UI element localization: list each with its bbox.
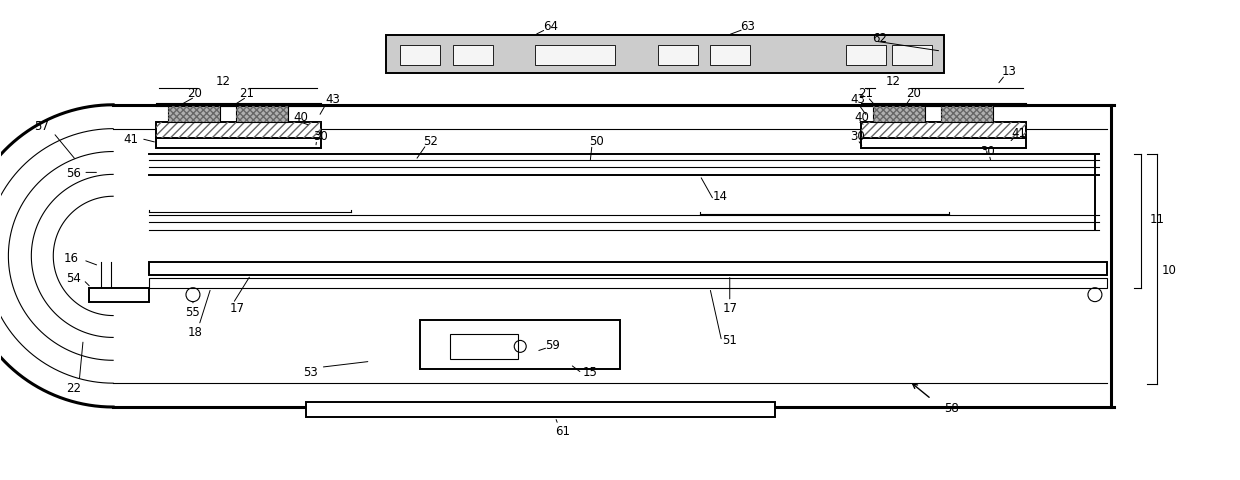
Bar: [941, 107, 993, 122]
Bar: [658, 46, 698, 66]
Text: 16: 16: [63, 252, 78, 265]
Bar: [941, 107, 993, 122]
Text: 22: 22: [66, 381, 81, 394]
Text: 20: 20: [187, 87, 202, 100]
Text: 17: 17: [722, 301, 738, 314]
Text: 30: 30: [980, 144, 994, 158]
Text: 18: 18: [187, 325, 202, 338]
Bar: [862, 138, 1025, 148]
Text: 58: 58: [944, 401, 959, 414]
Bar: [454, 46, 494, 66]
Text: 11: 11: [1149, 212, 1164, 225]
Text: 50: 50: [589, 135, 604, 148]
Text: 61: 61: [554, 424, 569, 437]
Text: 54: 54: [66, 272, 81, 285]
Bar: [156, 122, 321, 138]
Bar: [862, 122, 1025, 138]
Text: 30: 30: [851, 130, 864, 143]
Bar: [167, 107, 219, 122]
Bar: [306, 402, 775, 417]
Text: 10: 10: [1162, 264, 1177, 277]
Bar: [847, 46, 887, 66]
Text: 57: 57: [33, 120, 48, 133]
Text: 53: 53: [304, 365, 319, 378]
Text: 21: 21: [239, 87, 254, 100]
Bar: [401, 46, 440, 66]
Text: 15: 15: [583, 365, 598, 378]
Text: 13: 13: [1002, 65, 1017, 78]
Text: 40: 40: [854, 111, 869, 124]
Bar: [156, 138, 321, 148]
Bar: [420, 320, 620, 370]
Text: 40: 40: [294, 111, 309, 124]
Text: 62: 62: [872, 32, 887, 45]
Bar: [156, 122, 321, 138]
Bar: [149, 263, 1107, 275]
Text: 12: 12: [216, 75, 231, 88]
Text: 20: 20: [906, 87, 921, 100]
Text: 41: 41: [124, 133, 139, 146]
Text: 56: 56: [66, 167, 81, 180]
Text: 63: 63: [740, 20, 755, 33]
Bar: [236, 107, 288, 122]
Text: 52: 52: [423, 135, 438, 148]
Bar: [450, 335, 518, 360]
Bar: [873, 107, 925, 122]
Text: 17: 17: [229, 301, 244, 314]
Text: 30: 30: [314, 130, 329, 143]
Bar: [386, 36, 945, 74]
Text: 41: 41: [1012, 127, 1027, 140]
Bar: [536, 46, 615, 66]
Text: 59: 59: [544, 338, 559, 351]
Text: 64: 64: [543, 20, 558, 33]
Bar: [236, 107, 288, 122]
Bar: [893, 46, 932, 66]
Bar: [873, 107, 925, 122]
Bar: [89, 288, 149, 302]
Text: 14: 14: [712, 190, 728, 203]
Text: 12: 12: [885, 75, 901, 88]
Text: 51: 51: [723, 333, 738, 346]
Text: 43: 43: [851, 93, 866, 106]
Bar: [167, 107, 219, 122]
Bar: [709, 46, 750, 66]
Text: 55: 55: [186, 305, 201, 318]
Bar: [862, 122, 1025, 138]
Text: 21: 21: [858, 87, 873, 100]
Bar: [149, 278, 1107, 288]
Text: 43: 43: [325, 93, 340, 106]
